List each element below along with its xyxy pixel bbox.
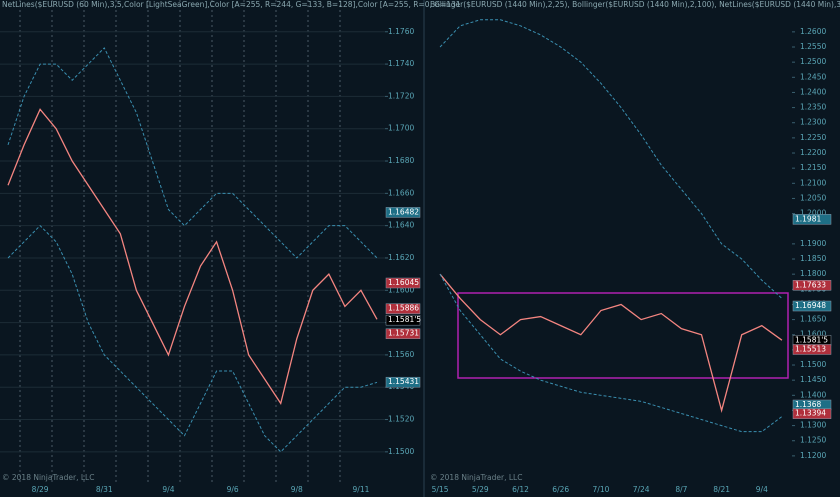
- footer: © 2018 NinjaTrader, LLC: [430, 473, 522, 482]
- x-tick-label: 8/7: [675, 485, 687, 494]
- price-line: [439, 273, 783, 413]
- y-tick-label: 1.1620: [388, 253, 414, 262]
- band-line: [7, 47, 378, 259]
- x-tick-label: 6/12: [512, 485, 529, 494]
- y-tick-label: 1.1300: [800, 421, 826, 430]
- y-tick-label: 1.1200: [800, 451, 826, 460]
- x-tick-label: 7/24: [633, 485, 650, 494]
- y-tick-label: 1.2250: [800, 133, 826, 142]
- y-tick-label: 1.2500: [800, 57, 826, 66]
- x-tick-label: 5/29: [472, 485, 489, 494]
- price-marker: [792, 214, 832, 225]
- x-tick-label: 8/21: [713, 485, 730, 494]
- y-tick-label: 1.1900: [800, 239, 826, 248]
- y-tick-label: 1.1800: [800, 269, 826, 278]
- y-tick-label: 1.1720: [388, 91, 414, 100]
- price-marker: [385, 328, 421, 339]
- band-line: [439, 19, 783, 299]
- y-tick-label: 1.1760: [388, 27, 414, 36]
- y-tick-label: 1.2550: [800, 42, 826, 51]
- range-box: [457, 292, 789, 379]
- session-lines: [19, 0, 341, 485]
- band-line: [7, 224, 378, 453]
- y-tick-label: 1.2100: [800, 178, 826, 187]
- price-marker-label: 1.17633: [795, 280, 826, 289]
- y-tick-label: 1.1680: [388, 156, 414, 165]
- price-marker: [792, 344, 832, 355]
- x-tick-label: 5/15: [432, 485, 449, 494]
- y-tick-label: 1.1500: [388, 447, 414, 456]
- price-marker: [792, 280, 832, 291]
- y-tick-label: 1.2000: [800, 209, 826, 218]
- y-tick-label: 1.1600: [800, 330, 826, 339]
- x-tick-label: 9/4: [162, 485, 174, 494]
- y-tick-label: 1.2600: [800, 27, 826, 36]
- price-marker: [792, 408, 832, 419]
- y-tick-label: 1.2350: [800, 103, 826, 112]
- price-marker-label: 1.1581'5: [388, 315, 421, 324]
- price-marker-label: 1.13394: [795, 409, 826, 418]
- y-tick-label: 1.1650: [800, 315, 826, 324]
- x-tick-label: 9/8: [291, 485, 303, 494]
- y-tick-label: 1.2050: [800, 193, 826, 202]
- y-tick-label: 1.1640: [388, 221, 414, 230]
- x-tick-label: 9/6: [227, 485, 239, 494]
- price-marker-label: 1.16045: [388, 278, 419, 287]
- x-tick-label: 8/31: [96, 485, 113, 494]
- x-tick-label: 6/26: [552, 485, 569, 494]
- x-tick-label: 9/4: [756, 485, 768, 494]
- price-marker-label: 1.16948: [795, 301, 826, 310]
- y-tick-label: 1.1560: [388, 350, 414, 359]
- y-tick-label: 1.2400: [800, 87, 826, 96]
- price-marker: [792, 300, 832, 312]
- y-tick-label: 1.2200: [800, 148, 826, 157]
- chart-title: Bollinger($EURUSD (1440 Min),2,25), Boll…: [430, 0, 840, 9]
- price-marker: [385, 314, 421, 326]
- footer: © 2018 NinjaTrader, LLC: [2, 473, 94, 482]
- y-tick-label: 1.2300: [800, 118, 826, 127]
- y-tick-label: 1.1600: [388, 285, 414, 294]
- price-marker-label: 1.1368: [795, 400, 821, 409]
- price-marker-label: 1.15431: [388, 377, 419, 386]
- y-tick-label: 1.2150: [800, 163, 826, 172]
- y-tick-label: 1.1660: [388, 188, 414, 197]
- price-marker: [385, 207, 421, 218]
- y-tick-label: 1.1520: [388, 415, 414, 424]
- y-tick-label: 1.1700: [388, 124, 414, 133]
- price-marker: [385, 303, 421, 314]
- x-tick-label: 7/10: [593, 485, 610, 494]
- y-tick-label: 1.2450: [800, 72, 826, 81]
- x-tick-label: 9/11: [353, 485, 370, 494]
- price-line: [7, 108, 378, 405]
- y-tick-label: 1.1500: [800, 360, 826, 369]
- x-tick-label: 8/29: [32, 485, 49, 494]
- price-marker: [385, 277, 421, 289]
- price-marker-label: 1.15886: [388, 304, 419, 313]
- y-tick-label: 1.1400: [800, 390, 826, 399]
- price-marker-label: 1.16482: [388, 207, 419, 216]
- price-marker-label: 1.1981: [795, 214, 821, 223]
- price-marker-label: 1.1581'5: [795, 335, 828, 344]
- y-tick-label: 1.1850: [800, 254, 826, 263]
- y-tick-label: 1.1740: [388, 59, 414, 68]
- y-tick-label: 1.1450: [800, 375, 826, 384]
- band-line: [439, 273, 783, 433]
- chart-title: NetLines($EURUSD (60 Min),3,5,Color [Lig…: [2, 0, 461, 9]
- y-tick-label: 1.1250: [800, 436, 826, 445]
- price-marker: [385, 376, 421, 388]
- price-marker-label: 1.15731: [388, 329, 419, 338]
- price-marker-label: 1.15513: [795, 344, 826, 353]
